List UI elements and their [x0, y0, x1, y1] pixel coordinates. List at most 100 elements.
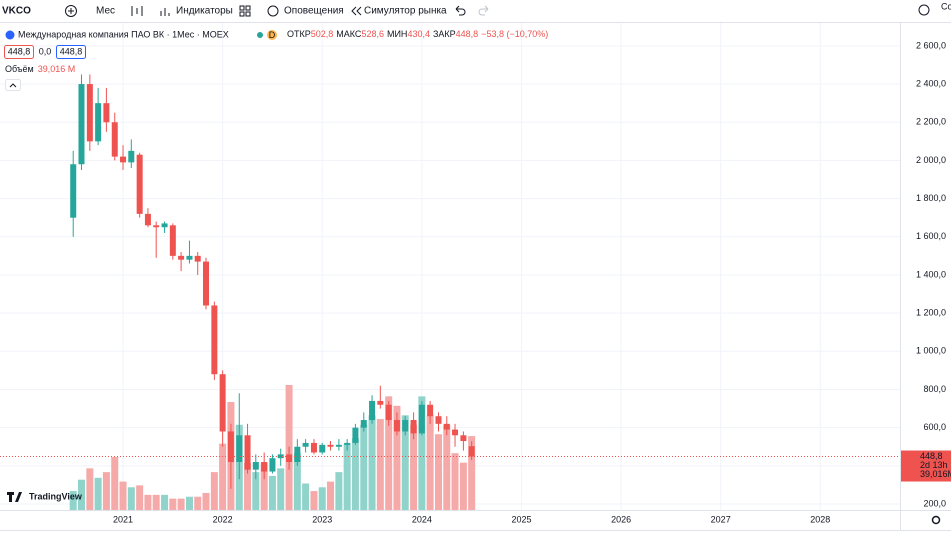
settings-icon[interactable] — [931, 515, 941, 525]
value: 528,6 — [361, 29, 384, 39]
volume-pane — [69, 385, 476, 510]
buy-box[interactable] — [56, 45, 86, 59]
logo: TradingView — [29, 491, 83, 501]
candle-body — [261, 462, 268, 472]
x-tick-label: 2021 — [113, 514, 133, 524]
undo-icon[interactable] — [455, 5, 466, 16]
candle-body — [377, 400, 384, 405]
volume-bar — [376, 419, 384, 510]
volume-bar — [410, 424, 418, 510]
candle-body — [78, 84, 85, 165]
layout-icon — [239, 11, 245, 17]
candle-body — [418, 404, 425, 434]
price-tag-countdown: 2d 13h — [920, 460, 948, 470]
y-tick-label: 800,0 — [923, 384, 946, 394]
badge-text: D — [269, 30, 276, 40]
y-tick-label: 1 600,0 — [916, 231, 946, 241]
candle-body — [194, 255, 201, 262]
candle-body — [460, 435, 467, 442]
volume-bar — [144, 494, 152, 510]
y-tick-label: 2 400,0 — [916, 78, 946, 88]
ohlc: ОТКР502,8 МАКС528,6 МИН430,4 ЗАКР448,8 −53,8… — [287, 29, 548, 39]
candle-body — [410, 420, 417, 434]
corner-text: Co — [941, 1, 951, 11]
candle-body — [319, 444, 326, 453]
sell-price: 448,8 — [8, 46, 31, 56]
y-tick-label: 200,0 — [923, 498, 946, 508]
volume-bar — [302, 483, 310, 510]
collapse-button[interactable] — [5, 79, 21, 91]
candle-body — [111, 122, 118, 157]
volume-bar — [310, 491, 318, 510]
volume-bar — [69, 491, 77, 510]
buy-price: 448,8 — [60, 46, 83, 56]
label: МАКС — [336, 29, 362, 39]
volume-bar — [102, 472, 110, 510]
grid — [0, 23, 900, 510]
volume-bar — [426, 415, 434, 510]
volume-bar — [194, 496, 202, 510]
candle-body — [443, 423, 450, 430]
volume-bar — [418, 396, 426, 510]
candle-body — [227, 431, 234, 463]
candle-body — [435, 416, 442, 424]
candle-body — [128, 150, 135, 163]
candle-body — [202, 261, 209, 306]
y-tick-label: 2 200,0 — [916, 117, 946, 127]
candle-body — [277, 454, 284, 459]
interval[interactable]: Мес — [96, 6, 115, 17]
chart-type-icon[interactable] — [131, 6, 143, 16]
volume-bar — [77, 479, 85, 510]
change: −53,8 (−10,70%) — [481, 29, 548, 39]
y-tick-label: 2 600,0 — [916, 40, 946, 50]
y-tick-label: 1 000,0 — [916, 346, 946, 356]
x-tick-label: 2026 — [611, 514, 631, 524]
candle-body — [294, 446, 301, 463]
volume-bar — [260, 462, 268, 510]
x-tick-label: 2025 — [511, 514, 531, 524]
volume-bar — [327, 481, 335, 510]
sell-box[interactable] — [4, 45, 34, 59]
logo-icon — [7, 492, 22, 502]
x-tick-label: 2027 — [711, 514, 731, 524]
candle-body — [219, 374, 226, 432]
volume-bar — [161, 494, 169, 510]
candle-body — [286, 454, 293, 463]
volume-bar — [401, 415, 409, 510]
candle-body — [385, 404, 392, 421]
collapse-icon — [9, 83, 17, 88]
volume-bar — [385, 396, 393, 510]
candle-body — [161, 223, 168, 228]
volume-bar — [368, 415, 376, 510]
candle-body — [335, 444, 342, 447]
volume-bar — [277, 468, 285, 510]
candle-body — [86, 84, 93, 142]
candle-body — [393, 420, 400, 432]
redo-icon[interactable] — [478, 5, 489, 16]
volume-bar — [443, 424, 451, 510]
add-icon[interactable] — [65, 5, 77, 17]
y-tick-label: 600,0 — [923, 422, 946, 432]
value: 448,8 — [456, 29, 479, 39]
volume-bar — [335, 472, 343, 510]
status-dot — [257, 32, 263, 38]
symbol-icon — [5, 30, 15, 40]
candle-body — [302, 442, 309, 447]
alerts[interactable]: Оповещения — [284, 6, 344, 17]
layout-icon — [245, 11, 251, 17]
volume-bar — [185, 496, 193, 510]
replay[interactable]: Симулятор рынка — [364, 6, 447, 17]
spread: 0,0 — [39, 46, 52, 56]
volume-bar — [434, 434, 442, 510]
candle-body — [402, 420, 409, 432]
x-tick-label: 2023 — [312, 514, 332, 524]
layout-icon[interactable] — [239, 5, 245, 11]
volume-bar — [202, 492, 210, 510]
candle-body — [310, 442, 317, 453]
indicators[interactable]: Индикаторы — [176, 6, 233, 17]
volume-bar — [468, 436, 476, 510]
search-icon[interactable] — [918, 4, 930, 16]
symbol[interactable]: VKCO — [2, 6, 31, 17]
